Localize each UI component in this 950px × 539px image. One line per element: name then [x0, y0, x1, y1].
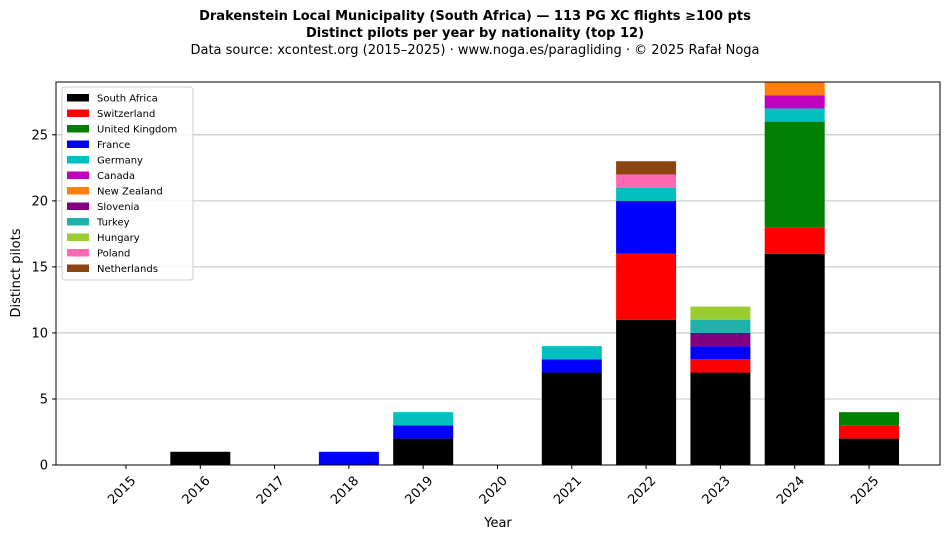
- bar-segment: [764, 227, 825, 254]
- bar-segment: [541, 346, 602, 360]
- bar-segment: [616, 253, 677, 320]
- bar-segment: [764, 95, 825, 109]
- bar-segment: [690, 332, 751, 347]
- x-tick-label: 2025: [848, 474, 882, 508]
- bar-segment: [616, 174, 677, 188]
- legend-label: Canada: [97, 171, 135, 182]
- legend: South Africa Switzerland United Kingdom Fra…: [61, 86, 194, 281]
- x-tick-label: 2016: [180, 474, 214, 508]
- bar-segment: [690, 306, 751, 320]
- y-tick-label: 10: [31, 326, 48, 341]
- x-tick-label: 2015: [105, 474, 139, 508]
- legend-label: Switzerland: [97, 109, 155, 120]
- bar-segment: [170, 451, 231, 465]
- bar-segment: [541, 359, 602, 373]
- x-tick-label: 2024: [774, 474, 808, 508]
- legend-label: Hungary: [97, 233, 140, 244]
- bar-segment: [839, 412, 899, 426]
- x-axis-label: Year: [483, 516, 512, 531]
- bar-segment: [393, 425, 454, 439]
- y-tick-label: 20: [31, 194, 48, 209]
- legend-swatch: [67, 125, 89, 133]
- chart-subtitle: Data source: xcontest.org (2015–2025) · …: [190, 43, 760, 58]
- bar-segment: [690, 372, 751, 465]
- x-axis: 2015 2016 2017 2018 2019 2020 2021 2022 2023 2024…: [105, 465, 882, 508]
- legend-label: Poland: [97, 249, 130, 260]
- bar-segment: [690, 319, 751, 333]
- legend-swatch: [67, 109, 89, 117]
- legend-label: Germany: [97, 156, 143, 167]
- bar-segment: [690, 346, 751, 360]
- bar-segment: [764, 121, 825, 228]
- legend-label: New Zealand: [97, 187, 163, 198]
- legend-swatch: [67, 249, 89, 257]
- x-tick-label: 2020: [477, 474, 511, 508]
- x-tick-label: 2018: [328, 474, 362, 508]
- y-axis: 0 5 10 15 20 25: [31, 128, 56, 474]
- bar-segment: [393, 438, 454, 465]
- legend-label: Netherlands: [97, 264, 158, 275]
- legend-label: Slovenia: [97, 202, 140, 213]
- legend-swatch: [67, 218, 89, 226]
- legend-label: South Africa: [97, 94, 158, 105]
- bar-segment: [616, 200, 677, 254]
- x-tick-label: 2021: [551, 474, 585, 508]
- bar-segment: [690, 359, 751, 373]
- bars: [170, 82, 899, 465]
- legend-label: France: [97, 140, 130, 151]
- y-tick-label: 15: [31, 260, 48, 275]
- legend-label: Turkey: [96, 218, 130, 229]
- bar-segment: [541, 372, 602, 465]
- legend-swatch: [67, 233, 89, 241]
- legend-swatch: [67, 140, 89, 148]
- bar-segment: [393, 412, 454, 426]
- bar-segment: [764, 108, 825, 122]
- x-tick-label: 2023: [700, 474, 734, 508]
- bar-segment: [839, 438, 899, 465]
- legend-swatch: [67, 94, 89, 102]
- bar-segment: [318, 451, 379, 465]
- legend-swatch: [67, 202, 89, 210]
- legend-swatch: [67, 187, 89, 195]
- y-axis-label: Distinct pilots: [9, 228, 24, 317]
- bar-segment: [839, 425, 899, 439]
- chart-title: Drakenstein Local Municipality (South Af…: [199, 9, 751, 24]
- chart-titles: Drakenstein Local Municipality (South Af…: [0, 8, 950, 59]
- legend-swatch: [67, 156, 89, 164]
- chart-title-line2: Distinct pilots per year by nationality …: [305, 26, 645, 41]
- x-tick-label: 2019: [402, 474, 436, 508]
- y-tick-label: 0: [40, 459, 48, 474]
- y-tick-label: 5: [40, 392, 48, 407]
- y-tick-label: 25: [31, 128, 48, 143]
- legend-label: United Kingdom: [97, 125, 177, 136]
- bar-segment: [764, 82, 825, 96]
- bar-segment: [616, 161, 677, 175]
- x-tick-label: 2017: [254, 474, 288, 508]
- legend-swatch: [67, 264, 89, 272]
- x-tick-label: 2022: [625, 474, 659, 508]
- legend-box: [61, 86, 194, 281]
- bar-segment: [616, 187, 677, 201]
- bar-segment: [616, 319, 677, 465]
- legend-swatch: [67, 171, 89, 179]
- bar-segment: [764, 253, 825, 465]
